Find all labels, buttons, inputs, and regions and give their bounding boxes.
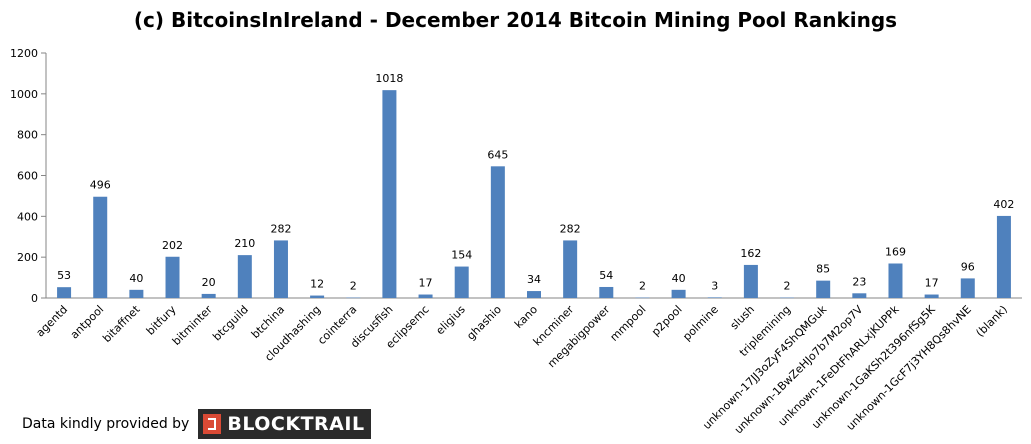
bar [310, 295, 325, 298]
bar [129, 289, 144, 298]
data-label: 17 [925, 277, 939, 290]
credit-text: Data kindly provided by [22, 416, 190, 432]
category-label: bitfury [144, 303, 179, 338]
bar [346, 297, 361, 299]
y-tick-label: 800 [17, 129, 38, 142]
category-label: megabigpower [545, 303, 613, 371]
logo-text: BLOCKTRAIL [227, 413, 365, 435]
y-tick-label: 600 [17, 170, 38, 183]
data-label: 96 [961, 260, 975, 273]
data-label: 2 [784, 280, 791, 293]
data-label: 53 [57, 269, 71, 282]
data-labels: 53 496 40 202 20 210 282 12 2 1018 17 154 645 34 282 54… [57, 72, 1014, 292]
data-label: 402 [993, 198, 1014, 211]
bar [237, 255, 252, 298]
category-label: bitaffnet [100, 302, 143, 345]
bar [671, 289, 686, 298]
bar [635, 297, 650, 299]
bars [57, 90, 1011, 299]
data-label: 54 [599, 269, 613, 282]
bar [418, 294, 433, 298]
data-label: 2 [639, 280, 646, 293]
bar [165, 256, 180, 298]
bar [527, 291, 541, 298]
bar [454, 266, 469, 298]
bar [273, 240, 288, 298]
category-label: (blank) [973, 303, 1010, 340]
chart-title: (c) BitcoinsInIreland - December 2014 Bi… [133, 8, 898, 32]
category-label: btcguild [210, 303, 251, 344]
data-label: 282 [560, 222, 581, 235]
bar [852, 293, 867, 298]
blocktrail-logo: BLOCKTRAIL [198, 409, 371, 439]
bar [599, 286, 614, 298]
y-tick-label: 200 [17, 251, 38, 264]
bar [93, 196, 108, 298]
axes [45, 53, 1022, 299]
y-tick-label: 400 [17, 210, 38, 223]
bar [563, 240, 578, 298]
data-label: 40 [672, 272, 686, 285]
y-tick-label: 1200 [10, 47, 38, 60]
data-label: 169 [885, 245, 906, 258]
data-label: 17 [419, 277, 433, 290]
category-label: ghashio [464, 303, 504, 343]
data-label: 282 [270, 222, 291, 235]
category-label: eligius [433, 303, 468, 338]
bar [707, 297, 722, 298]
blocktrail-logo-icon [203, 414, 222, 434]
data-label: 2 [350, 280, 357, 293]
data-label: 202 [162, 239, 183, 252]
bar [888, 263, 903, 298]
category-label: agentd [34, 303, 71, 340]
category-label: p2pool [649, 303, 685, 339]
bar [743, 264, 758, 298]
data-label: 154 [451, 249, 472, 262]
y-tick-label: 1000 [10, 88, 38, 101]
footer: Data kindly provided by BLOCKTRAIL [22, 408, 371, 440]
bar [816, 280, 831, 298]
data-label: 85 [816, 263, 830, 276]
bar [960, 278, 975, 298]
data-label: 12 [310, 278, 324, 291]
category-label: slush [728, 303, 757, 332]
y-axis-ticks: 0 200 400 600 800 1000 1200 [10, 47, 46, 305]
data-label: 3 [711, 279, 718, 292]
bar [780, 297, 795, 299]
category-label: unknown-1BwZeHJo7b7M2op7V [732, 303, 866, 437]
category-label: bitminter [170, 303, 215, 348]
data-label: 40 [129, 272, 143, 285]
data-label: 20 [202, 276, 216, 289]
category-label: mmpool [608, 303, 649, 344]
category-label: kano [512, 303, 540, 331]
data-label: 496 [90, 179, 111, 192]
data-label: 23 [852, 275, 866, 288]
data-label: 162 [740, 247, 761, 260]
bar [996, 215, 1011, 298]
data-label: 645 [487, 148, 508, 161]
data-label: 34 [527, 273, 541, 286]
category-label: polmine [680, 303, 721, 344]
bar [490, 166, 505, 298]
bar [382, 90, 397, 299]
bar [57, 287, 72, 298]
bar [201, 293, 216, 298]
data-label: 1018 [375, 72, 403, 85]
y-tick-label: 0 [31, 292, 38, 305]
data-label: 210 [234, 237, 255, 250]
bar [924, 294, 939, 298]
